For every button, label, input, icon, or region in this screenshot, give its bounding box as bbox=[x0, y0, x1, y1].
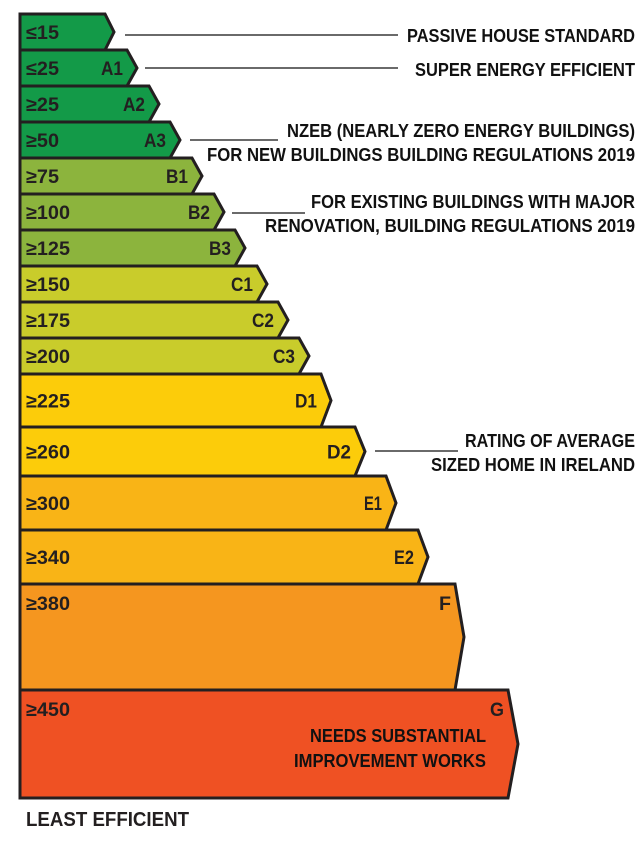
rating-grade: D1 bbox=[295, 392, 317, 413]
bar-shape bbox=[18, 474, 398, 532]
rating-bars: ≤15 ≤25 A1 ≥25 A2 ≥50 A3 ≥75 B1 ≥100 B2 ≥125 B3 ≥150 C… bbox=[18, 12, 520, 800]
rating-bar-b1: ≥75 B1 bbox=[18, 156, 204, 196]
rating-value: ≥340 bbox=[26, 548, 70, 569]
annotation-text: SIZED HOME IN IRELAND bbox=[431, 455, 635, 475]
rating-bar-c2: ≥175 C2 bbox=[18, 300, 290, 340]
annotation-text: FOR NEW BUILDINGS BUILDING REGULATIONS 2… bbox=[207, 145, 635, 165]
rating-grade: C3 bbox=[273, 347, 295, 368]
annotation-passive-house: PASSIVE HOUSE STANDARD bbox=[125, 26, 635, 46]
bar-shape bbox=[18, 425, 367, 478]
bar-shape bbox=[18, 372, 333, 429]
rating-value: ≥75 bbox=[26, 167, 59, 188]
annotation-text: SUPER ENERGY EFFICIENT bbox=[415, 60, 635, 80]
rating-value: ≥175 bbox=[26, 311, 70, 332]
rating-grade: F bbox=[439, 594, 451, 615]
bar-shape bbox=[18, 84, 161, 124]
rating-grade: B3 bbox=[209, 239, 231, 260]
rating-grade: C2 bbox=[252, 311, 274, 332]
rating-grade: B2 bbox=[188, 203, 210, 224]
rating-bar-a2: ≥25 A2 bbox=[18, 84, 161, 124]
rating-bar-a3: ≥50 A3 bbox=[18, 120, 182, 160]
rating-value: ≥100 bbox=[26, 203, 70, 224]
rating-grade: G bbox=[490, 700, 504, 721]
rating-grade: C1 bbox=[231, 275, 253, 296]
rating-value: ≥260 bbox=[26, 443, 70, 464]
bar-shape bbox=[18, 12, 116, 52]
bar-shape bbox=[18, 228, 247, 268]
bar-shape bbox=[18, 192, 226, 232]
rating-value: ≥225 bbox=[26, 392, 70, 413]
rating-bar-b3: ≥125 B3 bbox=[18, 228, 247, 268]
rating-grade: E2 bbox=[394, 548, 414, 569]
rating-bar-c3: ≥200 C3 bbox=[18, 336, 311, 376]
rating-value: ≥200 bbox=[26, 347, 70, 368]
rating-value: ≥50 bbox=[26, 131, 59, 152]
rating-grade: A1 bbox=[101, 59, 123, 80]
annotation-text: RENOVATION, BUILDING REGULATIONS 2019 bbox=[265, 216, 635, 236]
annotation-text: PASSIVE HOUSE STANDARD bbox=[407, 26, 635, 46]
least-efficient-label: LEAST EFFICIENT bbox=[26, 809, 189, 831]
rating-value: ≤25 bbox=[26, 59, 59, 80]
g-rating-note: IMPROVEMENT WORKS bbox=[294, 751, 486, 771]
annotation-text: NZEB (NEARLY ZERO ENERGY BUILDINGS) bbox=[287, 121, 635, 141]
rating-bar-b2: ≥100 B2 bbox=[18, 192, 226, 232]
rating-bar-c1: ≥150 C1 bbox=[18, 264, 269, 304]
annotation-nzeb: NZEB (NEARLY ZERO ENERGY BUILDINGS) FOR … bbox=[190, 121, 635, 165]
annotation-existing-buildings: FOR EXISTING BUILDINGS WITH MAJOR RENOVA… bbox=[232, 192, 635, 236]
bar-shape bbox=[18, 336, 311, 376]
annotation-text: FOR EXISTING BUILDINGS WITH MAJOR bbox=[311, 192, 635, 212]
annotation-average-home: RATING OF AVERAGE SIZED HOME IN IRELAND bbox=[375, 431, 635, 475]
bar-shape bbox=[18, 300, 290, 340]
rating-value: ≥125 bbox=[26, 239, 70, 260]
rating-bar-f: ≥380 F bbox=[18, 582, 466, 692]
rating-value: ≥380 bbox=[26, 594, 70, 615]
rating-bar-top: ≤15 bbox=[18, 12, 116, 52]
rating-bar-d1: ≥225 D1 bbox=[18, 372, 333, 429]
annotation-text: RATING OF AVERAGE bbox=[465, 431, 635, 451]
rating-bar-e1: ≥300 E1 bbox=[18, 474, 398, 532]
bar-shape bbox=[18, 528, 430, 586]
rating-value: ≥25 bbox=[26, 95, 59, 116]
rating-bar-e2: ≥340 E2 bbox=[18, 528, 430, 586]
rating-value: ≥300 bbox=[26, 494, 70, 515]
bar-shape bbox=[18, 582, 466, 692]
rating-grade: D2 bbox=[327, 443, 351, 464]
rating-value: ≤15 bbox=[26, 23, 59, 44]
rating-value: ≥450 bbox=[26, 700, 70, 721]
rating-value: ≥150 bbox=[26, 275, 70, 296]
rating-grade: A2 bbox=[123, 95, 145, 116]
rating-bar-a1: ≤25 A1 bbox=[18, 48, 139, 88]
rating-grade: B1 bbox=[166, 167, 188, 188]
bar-shape bbox=[18, 264, 269, 304]
rating-bar-d2: ≥260 D2 bbox=[18, 425, 367, 478]
bar-shape bbox=[18, 156, 204, 196]
rating-grade: E1 bbox=[364, 494, 382, 515]
bar-shape bbox=[18, 120, 182, 160]
annotation-super-efficient: SUPER ENERGY EFFICIENT bbox=[145, 60, 635, 80]
bar-shape bbox=[18, 688, 520, 800]
bar-shape bbox=[18, 48, 139, 88]
g-rating-note: NEEDS SUBSTANTIAL bbox=[310, 726, 486, 746]
rating-grade: A3 bbox=[144, 131, 166, 152]
